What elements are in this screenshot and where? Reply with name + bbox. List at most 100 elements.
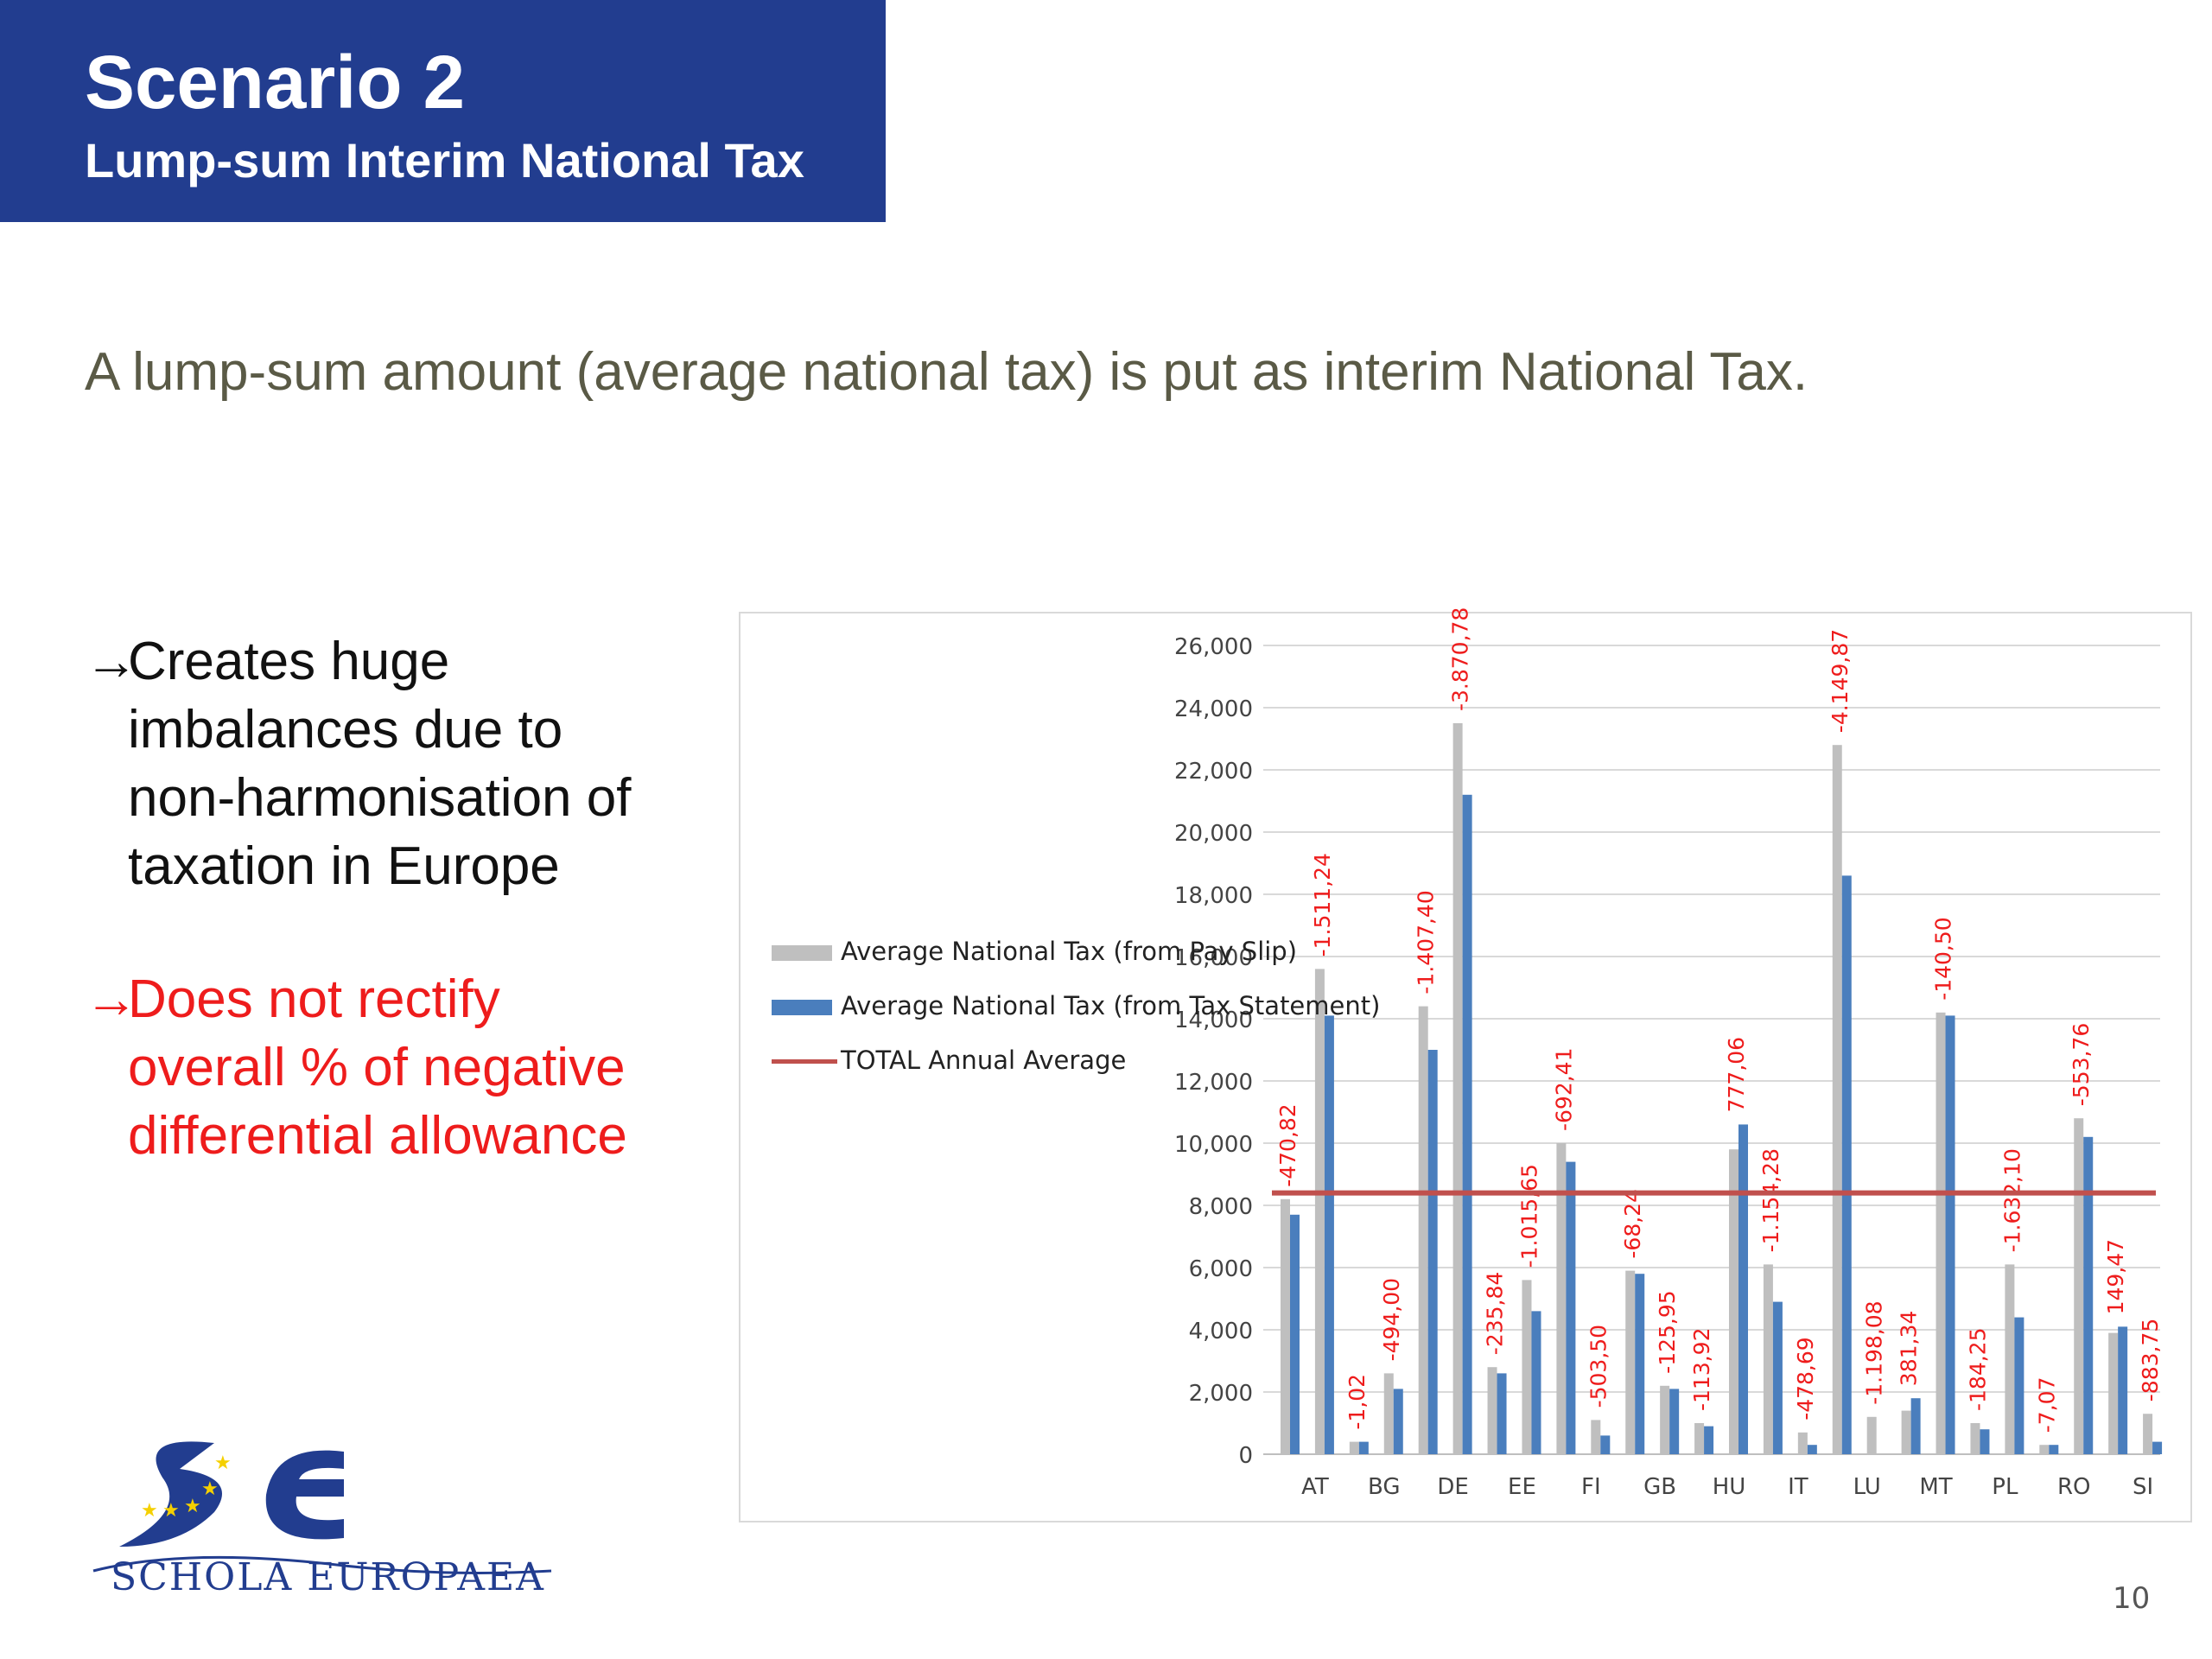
difference-label: -494,00 [1379, 1278, 1404, 1362]
bullet-line: differential allowance [128, 1106, 627, 1166]
legend-swatch-average [772, 1059, 837, 1064]
y-tick-label: 8,000 [1189, 1194, 1253, 1220]
bar-tax-statement [1462, 794, 1472, 1454]
difference-label: 149,47 [2103, 1239, 2128, 1314]
x-tick-label: GB [1643, 1474, 1676, 1500]
y-tick-label: 14,000 [1174, 1007, 1253, 1033]
legend-swatch-pay-slip [772, 945, 832, 961]
bar-tax-statement [1497, 1373, 1507, 1454]
legend-label: Average National Tax (from Pay Slip) [841, 937, 1298, 966]
y-tick-label: 0 [1238, 1443, 1253, 1469]
bar-tax-statement [1772, 1301, 1783, 1454]
logo-star: ★ [162, 1499, 180, 1521]
slide-title: Scenario 2 [85, 41, 466, 124]
logo-e-shape [265, 1450, 344, 1540]
bar-pay-slip [2005, 1264, 2015, 1454]
bar-tax-statement [1669, 1389, 1680, 1454]
difference-label: -4.149,87 [1827, 629, 1853, 733]
y-tick-label: 12,000 [1174, 1070, 1253, 1096]
y-tick-label: 22,000 [1174, 759, 1253, 785]
slide-subtitle: Lump-sum Interim National Tax [85, 133, 804, 188]
bar-tax-statement [1841, 875, 1852, 1454]
bar-tax-statement [2083, 1136, 2094, 1454]
bar-pay-slip [1729, 1149, 1738, 1454]
bar-pay-slip [1625, 1270, 1636, 1454]
legend-swatch-tax-statement [772, 1000, 832, 1015]
bar-tax-statement [1704, 1426, 1714, 1454]
difference-label: -125,95 [1655, 1290, 1680, 1374]
x-tick-label: RO [2057, 1474, 2091, 1500]
bar-pay-slip [1936, 1012, 1946, 1454]
bar-pay-slip [1694, 1423, 1705, 1454]
bar-tax-statement [2049, 1445, 2059, 1454]
bar-pay-slip [1970, 1423, 1980, 1454]
intro-text: A lump-sum amount (average national tax)… [85, 342, 1808, 402]
difference-label: -235,84 [1483, 1272, 1508, 1356]
difference-label: -68,24 [1620, 1189, 1645, 1259]
difference-label: -883,75 [2138, 1319, 2163, 1402]
difference-label: -140,50 [1931, 917, 1956, 1001]
x-tick-label: SI [2133, 1474, 2153, 1500]
y-tick-label: 16,000 [1174, 945, 1253, 971]
bar-tax-statement [1290, 1214, 1300, 1454]
bullet-line: taxation in Europe [128, 836, 560, 896]
x-tick-label: HU [1713, 1474, 1746, 1500]
bar-pay-slip [1832, 745, 1842, 1454]
legend-label: TOTAL Annual Average [841, 1046, 1127, 1075]
logo-text: SCHOLA EUROPAEA [111, 1555, 545, 1599]
bullet-rectify: →Does not rectify overall % of negative … [85, 965, 627, 1170]
bar-pay-slip [1418, 1006, 1428, 1454]
bar-pay-slip [1901, 1410, 1911, 1454]
y-tick-label: 18,000 [1174, 883, 1253, 909]
bar-pay-slip [1591, 1420, 1601, 1454]
bar-pay-slip [2108, 1332, 2119, 1454]
difference-label: -1.511,24 [1310, 853, 1335, 957]
bar-pay-slip [1383, 1373, 1394, 1454]
x-tick-label: PL [1992, 1474, 2018, 1500]
bar-pay-slip [2039, 1445, 2050, 1454]
bar-tax-statement [1324, 1015, 1334, 1454]
bullet-line: non-harmonisation of [128, 768, 632, 828]
x-tick-label: MT [1919, 1474, 1952, 1500]
x-tick-label: EE [1508, 1474, 1536, 1500]
difference-label: -1.154,28 [1758, 1148, 1783, 1252]
x-tick-label: BG [1368, 1474, 1401, 1500]
y-tick-label: 20,000 [1174, 821, 1253, 847]
bar-tax-statement [2014, 1317, 2024, 1454]
logo-s-shape [119, 1441, 222, 1547]
bar-tax-statement [1807, 1445, 1817, 1454]
logo-star: ★ [214, 1452, 232, 1473]
difference-label: -1.632,10 [1999, 1148, 2024, 1252]
logo-star: ★ [141, 1499, 158, 1521]
bar-tax-statement [2118, 1326, 2128, 1454]
difference-label: -184,25 [1965, 1328, 1990, 1412]
difference-label: 381,34 [1897, 1311, 1922, 1386]
bullet-line: Creates huge [128, 632, 450, 691]
bar-tax-statement [1358, 1441, 1369, 1454]
chart-legend: Average National Tax (from Pay Slip) Ave… [772, 933, 1380, 1096]
y-tick-label: 26,000 [1174, 634, 1253, 660]
legend-item-average: TOTAL Annual Average [772, 1042, 1380, 1079]
legend-item-tax-statement: Average National Tax (from Tax Statement… [772, 988, 1380, 1025]
difference-label: -1,02 [1344, 1374, 1370, 1430]
difference-label: 777,06 [1724, 1037, 1749, 1112]
legend-item-pay-slip: Average National Tax (from Pay Slip) [772, 933, 1380, 970]
x-tick-label: IT [1788, 1474, 1808, 1500]
difference-label: -1.015,65 [1516, 1164, 1541, 1268]
bar-pay-slip [1487, 1367, 1497, 1454]
bar-tax-statement [1531, 1311, 1541, 1454]
bar-pay-slip [1522, 1280, 1532, 1454]
bullet-imbalances: →Creates huge imbalances due to non-harm… [85, 627, 631, 900]
difference-label: -470,82 [1275, 1103, 1300, 1187]
bar-tax-statement [1910, 1398, 1921, 1454]
difference-label: -553,76 [2069, 1023, 2094, 1107]
y-tick-label: 10,000 [1174, 1132, 1253, 1158]
y-tick-label: 24,000 [1174, 696, 1253, 722]
logo-star: ★ [201, 1478, 219, 1499]
legend-label: Average National Tax (from Tax Statement… [841, 991, 1381, 1020]
page-number: 10 [2113, 1581, 2151, 1616]
bar-tax-statement [1980, 1429, 1990, 1454]
bullet-line: overall % of negative [128, 1038, 626, 1097]
x-tick-label: AT [1301, 1474, 1329, 1500]
logo-swoosh [92, 1555, 552, 1574]
